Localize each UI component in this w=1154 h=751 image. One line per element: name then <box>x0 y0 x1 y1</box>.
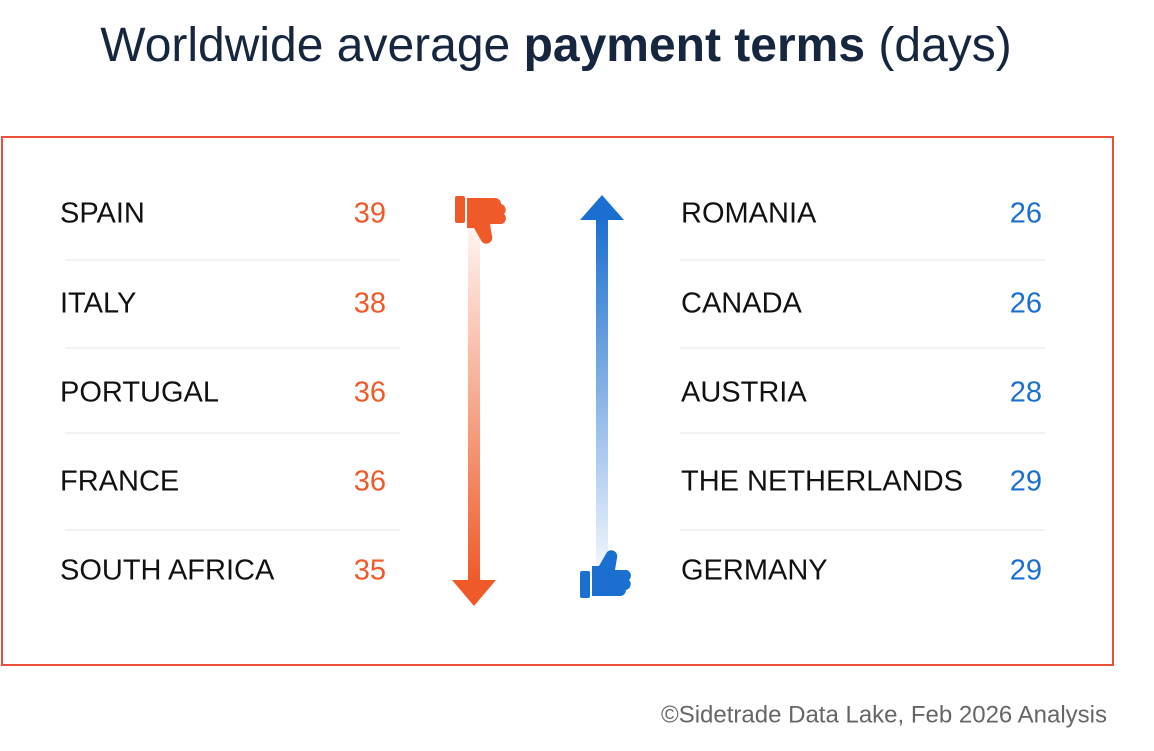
days-value: 38 <box>354 288 386 320</box>
up-arrow-shaft <box>596 218 608 573</box>
thumbs-up-icon <box>580 550 631 598</box>
country-name: GERMANY <box>681 555 828 587</box>
country-name: CANADA <box>681 288 803 320</box>
footer: ©Sidetrade Data Lake, Feb 2026 Analysis <box>661 701 1107 728</box>
country-name: THE NETHERLANDS <box>681 466 963 498</box>
title-emphasis: payment terms <box>524 19 865 72</box>
title: Worldwide average payment terms (days) <box>100 19 1012 72</box>
days-value: 29 <box>1010 555 1042 587</box>
days-value: 26 <box>1010 198 1042 230</box>
country-name: SOUTH AFRICA <box>60 555 275 587</box>
thumbs-down-icon <box>455 196 506 244</box>
days-value: 26 <box>1010 288 1042 320</box>
country-name: AUSTRIA <box>681 377 807 409</box>
days-value: 35 <box>354 555 386 587</box>
country-name: PORTUGAL <box>60 377 219 409</box>
up-arrow-head <box>580 195 624 220</box>
days-value: 39 <box>354 198 386 230</box>
country-name: ROMANIA <box>681 198 817 230</box>
frame <box>1 136 1114 666</box>
country-name: SPAIN <box>60 198 145 230</box>
title-prefix: Worldwide average <box>100 19 523 72</box>
country-name: FRANCE <box>60 466 179 498</box>
down-arrow-head <box>452 580 496 606</box>
days-value: 29 <box>1010 466 1042 498</box>
title-suffix: (days) <box>865 19 1012 72</box>
down-arrow-shaft <box>468 222 480 582</box>
country-name: ITALY <box>60 288 136 320</box>
days-value: 28 <box>1010 377 1042 409</box>
days-value: 36 <box>354 377 386 409</box>
days-value: 36 <box>354 466 386 498</box>
